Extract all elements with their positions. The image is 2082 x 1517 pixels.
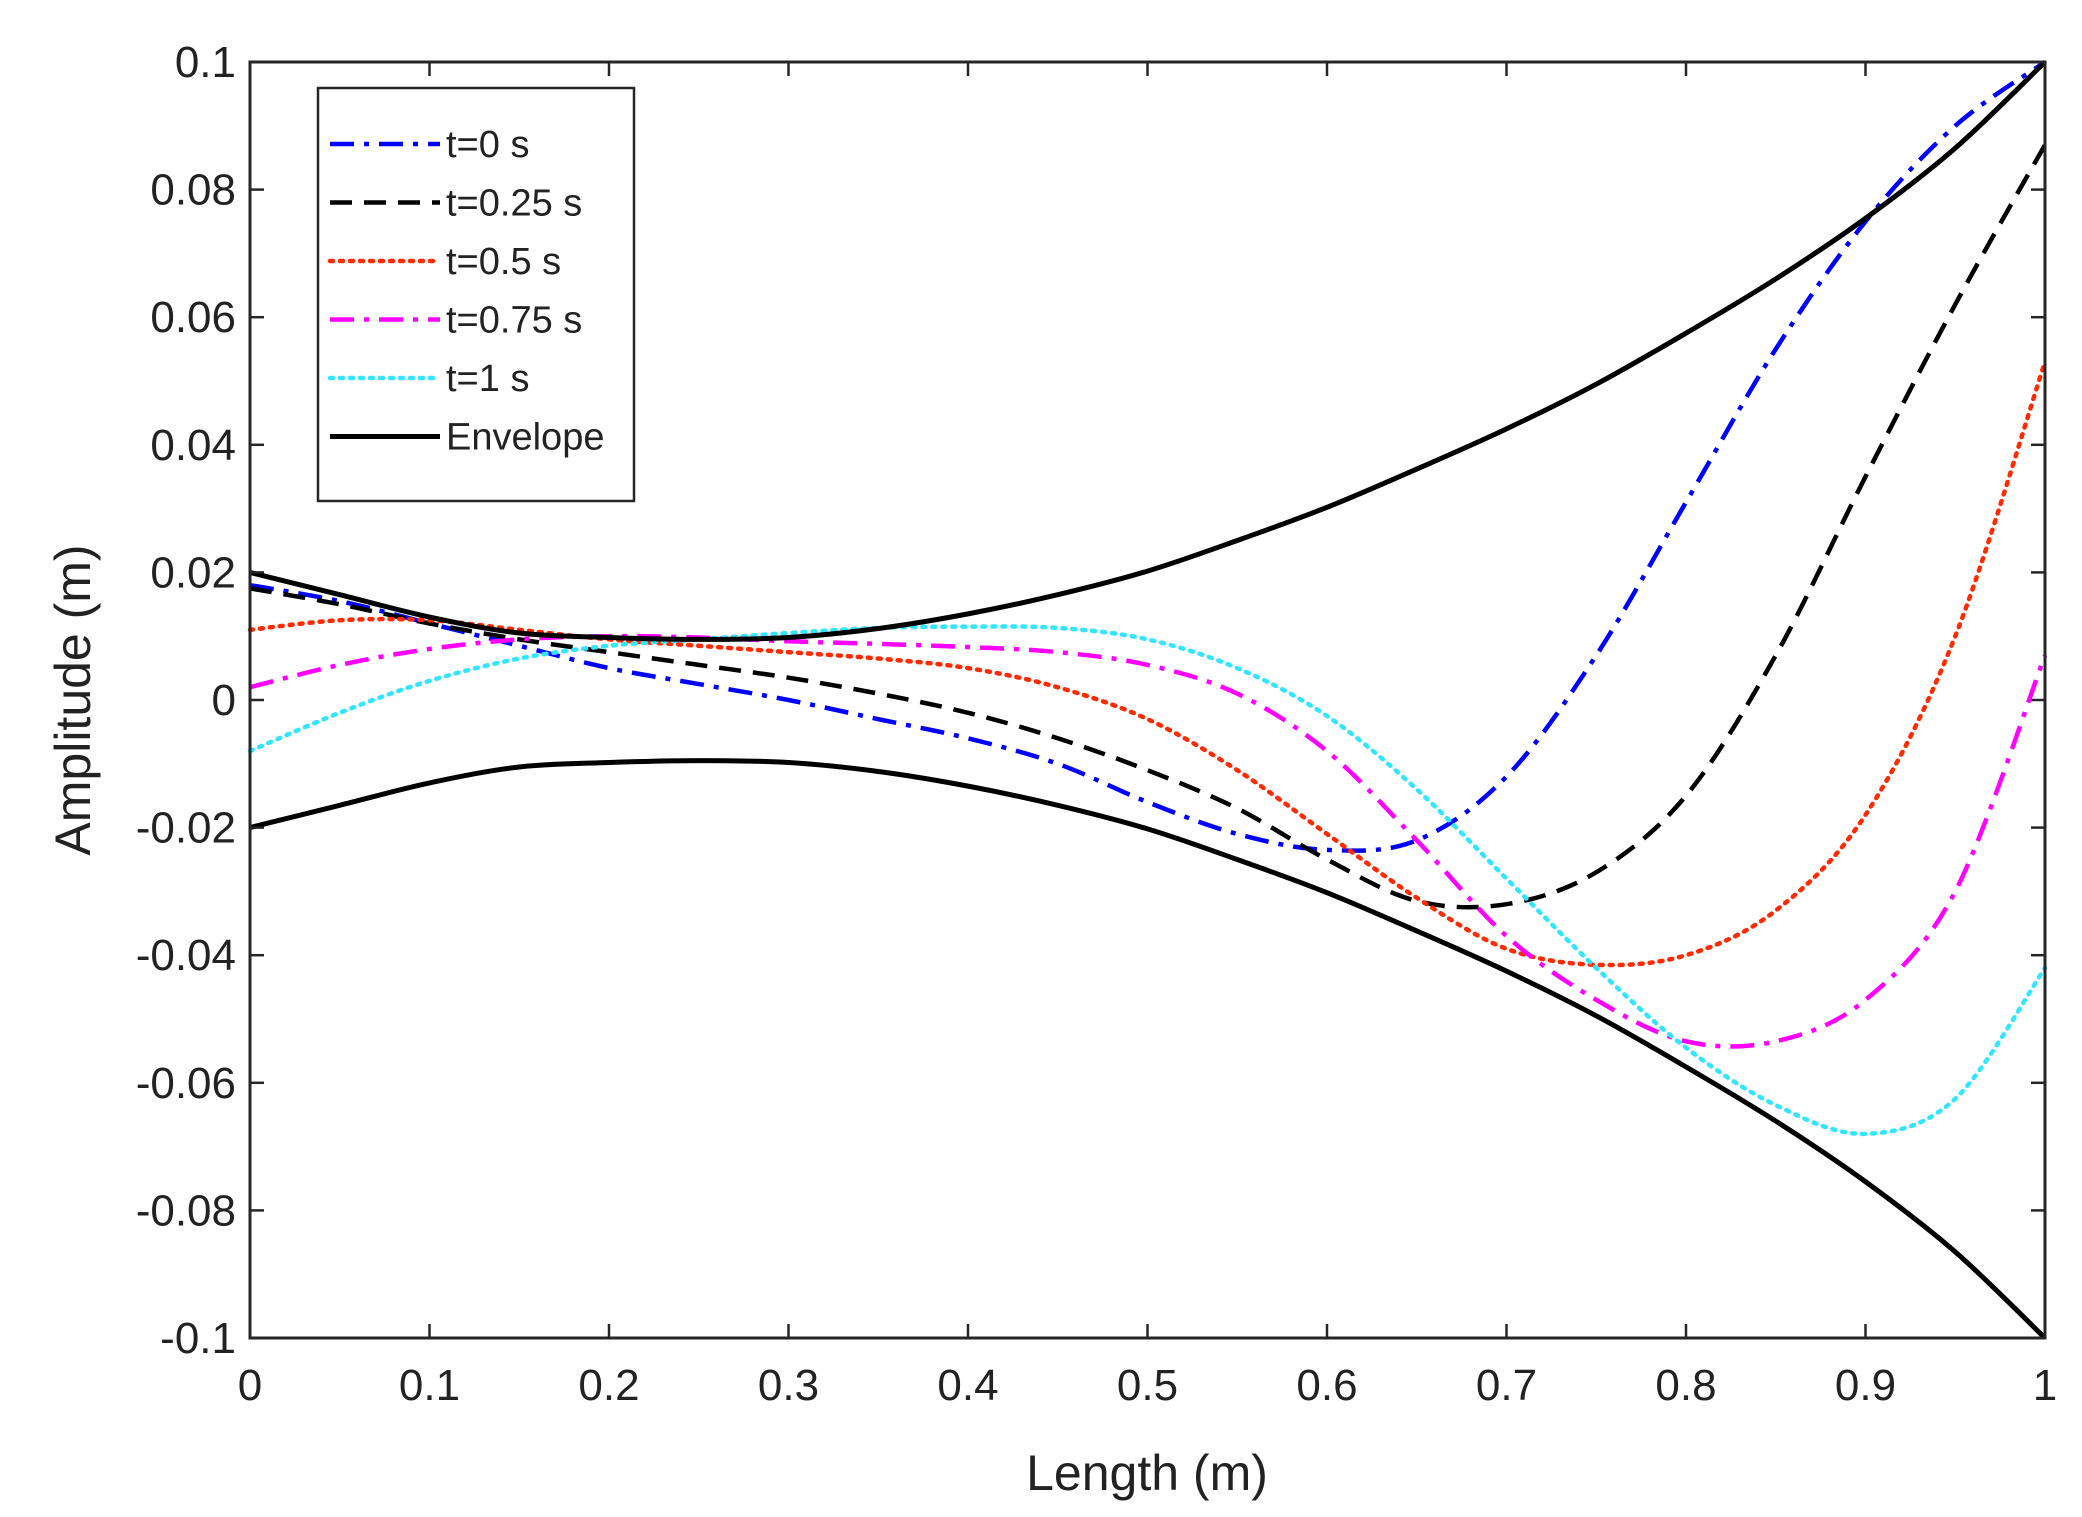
series-layer [247, 60, 2048, 1340]
series-line-t-0-75-s [249, 633, 2048, 1049]
x-tick-label: 0.8 [1655, 1361, 1716, 1410]
legend-label-t-0-75-s: t=0.75 s [446, 300, 582, 342]
legend-label-t-0-25-s: t=0.25 s [446, 183, 582, 225]
y-tick-label: 0.06 [150, 293, 236, 342]
legend-label-envelope: Envelope [446, 417, 604, 459]
x-tick-label: 0.6 [1296, 1361, 1357, 1410]
y-tick-label: -0.02 [136, 804, 236, 853]
x-tick-label: 0.4 [937, 1361, 998, 1410]
legend-label-t-1-s: t=1 s [446, 358, 529, 400]
x-tick-label: 0 [238, 1361, 262, 1410]
x-tick-label: 0.2 [578, 1361, 639, 1410]
y-tick-labels: -0.1 -0.08 -0.06 -0.04 -0.02 0 0.02 0.04 0.06 0.0… [136, 38, 236, 1363]
series-line-t-0-25-s [249, 143, 2047, 910]
x-tick-label: 0.3 [758, 1361, 819, 1410]
legend-entries: t=0 s t=0.25 s t=0.5 s t=0.75 s t=1 s Envelop… [327, 124, 604, 459]
series-line-envelope-lower [249, 758, 2047, 1340]
x-tick-label: 0.9 [1835, 1361, 1896, 1410]
y-tick-label: -0.1 [160, 1314, 236, 1363]
x-tick-labels: 0 0.1 0.2 0.3 0.4 0.5 0.6 0.7 0.8 0.9 1 [238, 1361, 2057, 1410]
y-tick-label: 0 [212, 676, 236, 725]
x-tick-label: 0.1 [399, 1361, 460, 1410]
series-line-t-0-s [249, 60, 2047, 853]
legend-label-t-0-s: t=0 s [446, 124, 529, 166]
legend: t=0 s t=0.25 s t=0.5 s t=0.75 s t=1 s Envelop… [316, 86, 636, 503]
x-axis-label: Length (m) [1026, 1445, 1268, 1501]
legend-label-t-0-5-s: t=0.5 s [446, 241, 561, 283]
y-tick-label: 0.08 [150, 166, 236, 215]
x-tick-label: 1 [2033, 1361, 2057, 1410]
x-tick-label: 0.7 [1476, 1361, 1537, 1410]
plot-frame [248, 60, 2047, 1340]
series-line-envelope [249, 60, 2047, 642]
y-tick-label: 0.04 [150, 421, 236, 470]
x-tick-label: 0.5 [1117, 1361, 1178, 1410]
y-tick-label: 0.1 [175, 38, 236, 87]
y-tick-label: -0.06 [136, 1059, 236, 1108]
y-tick-label: -0.04 [136, 931, 236, 980]
series-line-t-1-s [247, 624, 2048, 1137]
y-axis-label: Amplitude (m) [45, 544, 101, 855]
legend-box [316, 86, 636, 503]
y-tick-label: 0.02 [150, 548, 236, 597]
y-tick-label: -0.08 [136, 1186, 236, 1235]
